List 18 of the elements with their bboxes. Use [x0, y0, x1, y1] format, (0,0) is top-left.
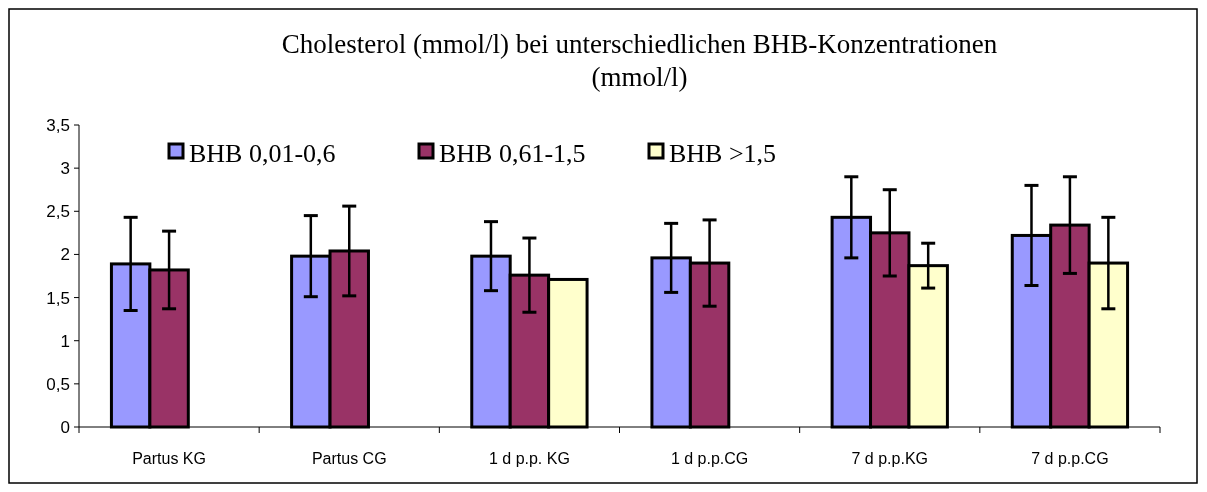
y-tick-label: 0,5: [46, 374, 70, 394]
x-tick-label: 1 d p.p.CG: [670, 450, 749, 467]
x-tick-label: 7 d p.p.KG: [851, 450, 928, 467]
legend-label: BHB 0,01-0,6: [189, 139, 336, 169]
y-tick-label: 1,5: [46, 288, 70, 308]
y-tick-label: 0: [60, 417, 70, 437]
y-tick-label: 1: [60, 331, 70, 351]
x-tick-label: 1 d p.p. KG: [488, 450, 570, 467]
y-tick-label: 3: [60, 159, 70, 179]
x-tick-label: Partus CG: [311, 450, 387, 467]
y-tick-label: 2: [60, 245, 70, 265]
y-tick-label: 2,5: [46, 202, 70, 222]
legend-label: BHB >1,5: [669, 139, 777, 169]
x-tick-label: 7 d p.p.CG: [1031, 450, 1109, 467]
y-tick-label: 3,5: [46, 115, 70, 135]
x-tick-label: Partus KG: [132, 450, 206, 467]
chart-title: Cholesterol (mmol/l) bei unterschiedlichen BHB-Konzentrationen (mmol/l): [281, 29, 998, 92]
legend-label: BHB 0,61-1,5: [439, 139, 586, 169]
